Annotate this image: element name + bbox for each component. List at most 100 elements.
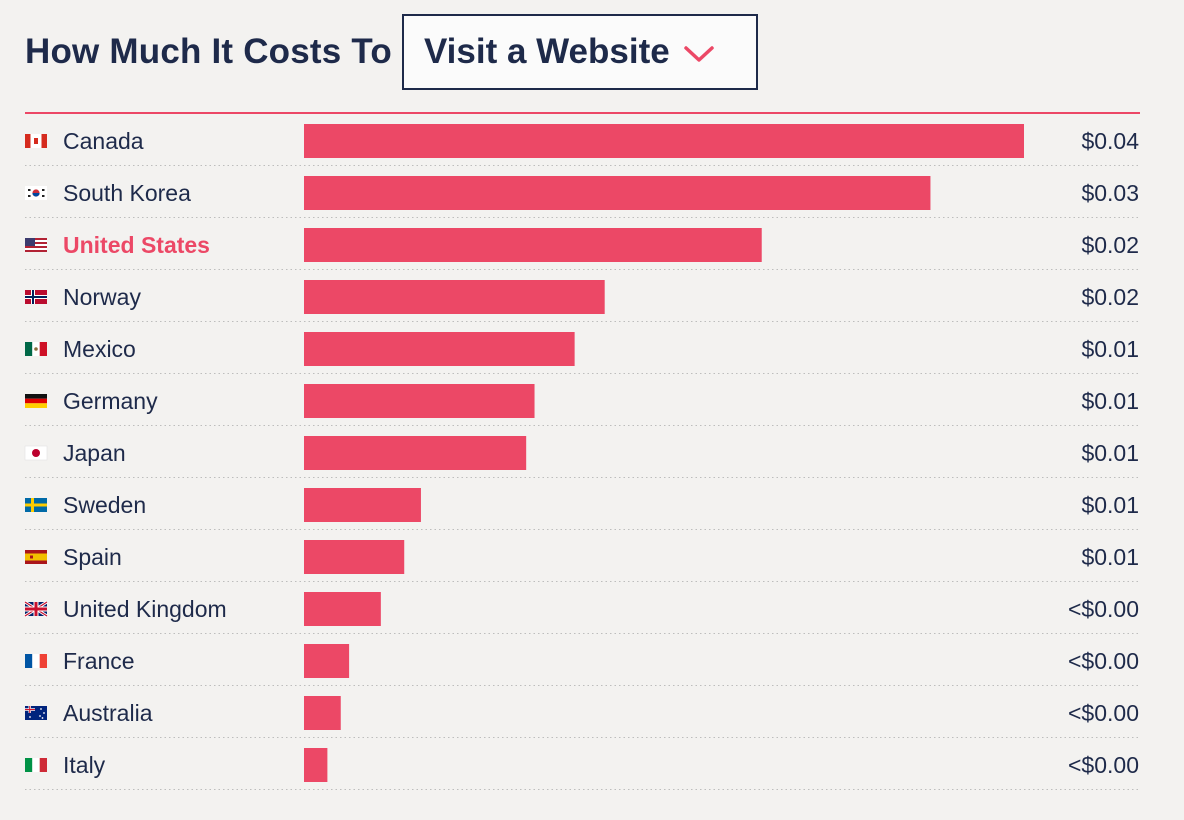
data-label: <$0.00 [1068, 700, 1139, 726]
flag-part [25, 246, 47, 248]
flag-part [34, 347, 38, 351]
flag-mexico-icon [25, 342, 47, 356]
flag-part [25, 758, 33, 772]
data-label: $0.04 [1081, 128, 1139, 154]
flag-part [32, 449, 40, 457]
flag-part [25, 394, 47, 399]
category-label: Sweden [63, 492, 146, 518]
category-label: Norway [63, 284, 141, 310]
flag-part [25, 550, 47, 554]
data-label: <$0.00 [1068, 596, 1139, 622]
category-label: Japan [63, 440, 126, 466]
data-label: $0.02 [1081, 232, 1139, 258]
category-label: United Kingdom [63, 596, 227, 622]
flag-part [25, 242, 47, 244]
bar [304, 280, 605, 314]
flag-part [25, 560, 47, 564]
activity-dropdown[interactable]: Visit a Website [401, 14, 758, 90]
bar [304, 592, 381, 626]
chart-row: United Kingdom <$0.00 [24, 592, 1140, 634]
chart-row: Mexico $0.01 [25, 332, 1140, 374]
data-label: $0.02 [1081, 284, 1139, 310]
flag-canada-icon [25, 134, 47, 148]
flag-part [25, 607, 47, 611]
data-label: $0.01 [1081, 544, 1139, 570]
bar [304, 540, 405, 574]
chart-row: Norway $0.02 [25, 280, 1140, 322]
flag-united-states-icon [25, 238, 47, 252]
flag-part [41, 717, 44, 719]
flag-part [32, 193, 40, 197]
flag-part [25, 398, 47, 404]
dropdown-selected-value: Visit a Website [423, 32, 670, 71]
bar [304, 436, 527, 470]
category-label: South Korea [63, 180, 191, 206]
flag-france-icon [25, 654, 47, 668]
flag-part [28, 195, 31, 197]
chart-row: Italy <$0.00 [25, 748, 1140, 790]
flag-norway-icon [25, 290, 47, 304]
data-label: $0.01 [1081, 388, 1139, 414]
flag-part [25, 342, 33, 356]
bar [304, 644, 350, 678]
flag-part [25, 553, 47, 561]
flag-part [42, 195, 45, 197]
bar [304, 748, 328, 782]
flag-part [34, 138, 38, 144]
category-label: Australia [63, 700, 153, 726]
flag-part [25, 403, 47, 408]
chart-row: South Korea $0.03 [25, 176, 1140, 218]
flag-sweden-icon [25, 498, 47, 512]
chart-row: Spain $0.01 [25, 540, 1140, 582]
data-label: $0.01 [1081, 440, 1139, 466]
category-label: Italy [63, 752, 106, 778]
bar [304, 488, 421, 522]
chart-row: United States $0.02 [25, 228, 1140, 270]
bar [304, 228, 762, 262]
flag-part [30, 555, 33, 559]
bar [304, 696, 341, 730]
chart-row: Australia <$0.00 [25, 696, 1140, 738]
flag-part [39, 654, 47, 668]
chart-row: Sweden $0.01 [25, 488, 1140, 530]
flag-part [25, 238, 47, 240]
flag-part [40, 708, 42, 710]
data-label: <$0.00 [1068, 752, 1139, 778]
flag-part [25, 503, 47, 507]
data-label: $0.01 [1081, 336, 1139, 362]
flag-part [39, 715, 41, 717]
flag-united-kingdom-icon [24, 600, 48, 618]
bar [304, 124, 1024, 158]
bar [304, 176, 931, 210]
flag-spain-icon [25, 550, 47, 564]
flag-australia-icon [25, 706, 47, 720]
category-label: Germany [63, 388, 158, 414]
flag-germany-icon [25, 394, 47, 408]
chart-row: Canada $0.04 [25, 124, 1140, 166]
flag-italy-icon [25, 758, 47, 772]
flag-south-korea-icon [25, 186, 47, 200]
flag-part [25, 709, 35, 711]
bar [304, 384, 535, 418]
flag-part [39, 758, 47, 772]
data-label: $0.03 [1081, 180, 1139, 206]
flag-part [32, 654, 40, 668]
flag-part [28, 189, 31, 191]
category-label: United States [63, 232, 210, 258]
data-label: <$0.00 [1068, 648, 1139, 674]
flag-part [43, 712, 45, 714]
header: How Much It Costs To Visit a Website [25, 14, 758, 90]
category-label: Spain [63, 544, 122, 570]
flag-part [25, 654, 33, 668]
flag-part [29, 716, 31, 718]
flag-part [42, 189, 45, 191]
flag-part [25, 296, 47, 298]
flag-part [41, 134, 47, 148]
chart-row: France <$0.00 [25, 644, 1140, 686]
chart-row: Germany $0.01 [25, 384, 1140, 426]
page-title: How Much It Costs To [25, 32, 392, 71]
flag-part [32, 758, 40, 772]
header-divider [25, 112, 1140, 114]
flag-japan-icon [24, 445, 48, 461]
